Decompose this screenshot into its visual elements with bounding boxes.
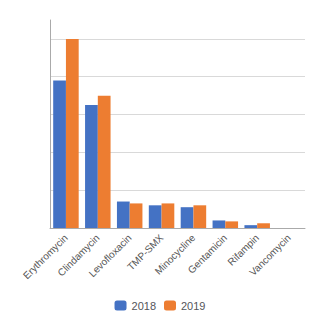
- svg-text:Erythromycin: Erythromycin: [20, 232, 70, 282]
- svg-text:Rifampin: Rifampin: [225, 232, 262, 268]
- svg-text:Gentamicin: Gentamicin: [186, 232, 229, 275]
- svg-text:Minocycline: Minocycline: [152, 232, 198, 277]
- svg-text:2019: 2019: [181, 300, 205, 312]
- svg-text:2018: 2018: [132, 300, 156, 312]
- svg-text:TMP-SMX: TMP-SMX: [125, 232, 166, 273]
- svg-text:Clindamycin: Clindamycin: [55, 232, 102, 279]
- svg-text:Vancomycin: Vancomycin: [247, 232, 293, 278]
- svg-text:Levofloxacin: Levofloxacin: [87, 232, 134, 279]
